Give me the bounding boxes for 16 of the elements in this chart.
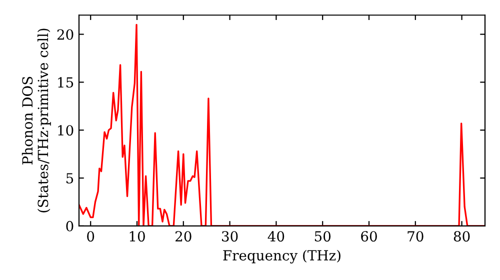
x-tick-label: 10 (130, 231, 145, 242)
x-tick-label: 50 (314, 231, 331, 242)
x-axis-title: Frequency (THz) (223, 250, 340, 264)
x-tick-label: 60 (361, 231, 377, 242)
x-tick-label: 0 (87, 231, 94, 242)
y-axis-title: Phonon DOS (States/THz·primitive cell) (22, 28, 51, 212)
y-tick-label: 0 (66, 220, 74, 232)
x-tick-label: 30 (222, 231, 238, 242)
x-tick-label: 20 (176, 231, 192, 242)
x-tick-label: 70 (408, 231, 424, 242)
x-tick-label: 80 (454, 231, 470, 242)
x-tick-label: 40 (268, 231, 284, 242)
y-tick-label: 10 (58, 125, 74, 136)
y-tick-label: 5 (66, 173, 74, 184)
y-tick-label: 20 (57, 29, 74, 40)
y-tick-label: 15 (58, 77, 74, 88)
